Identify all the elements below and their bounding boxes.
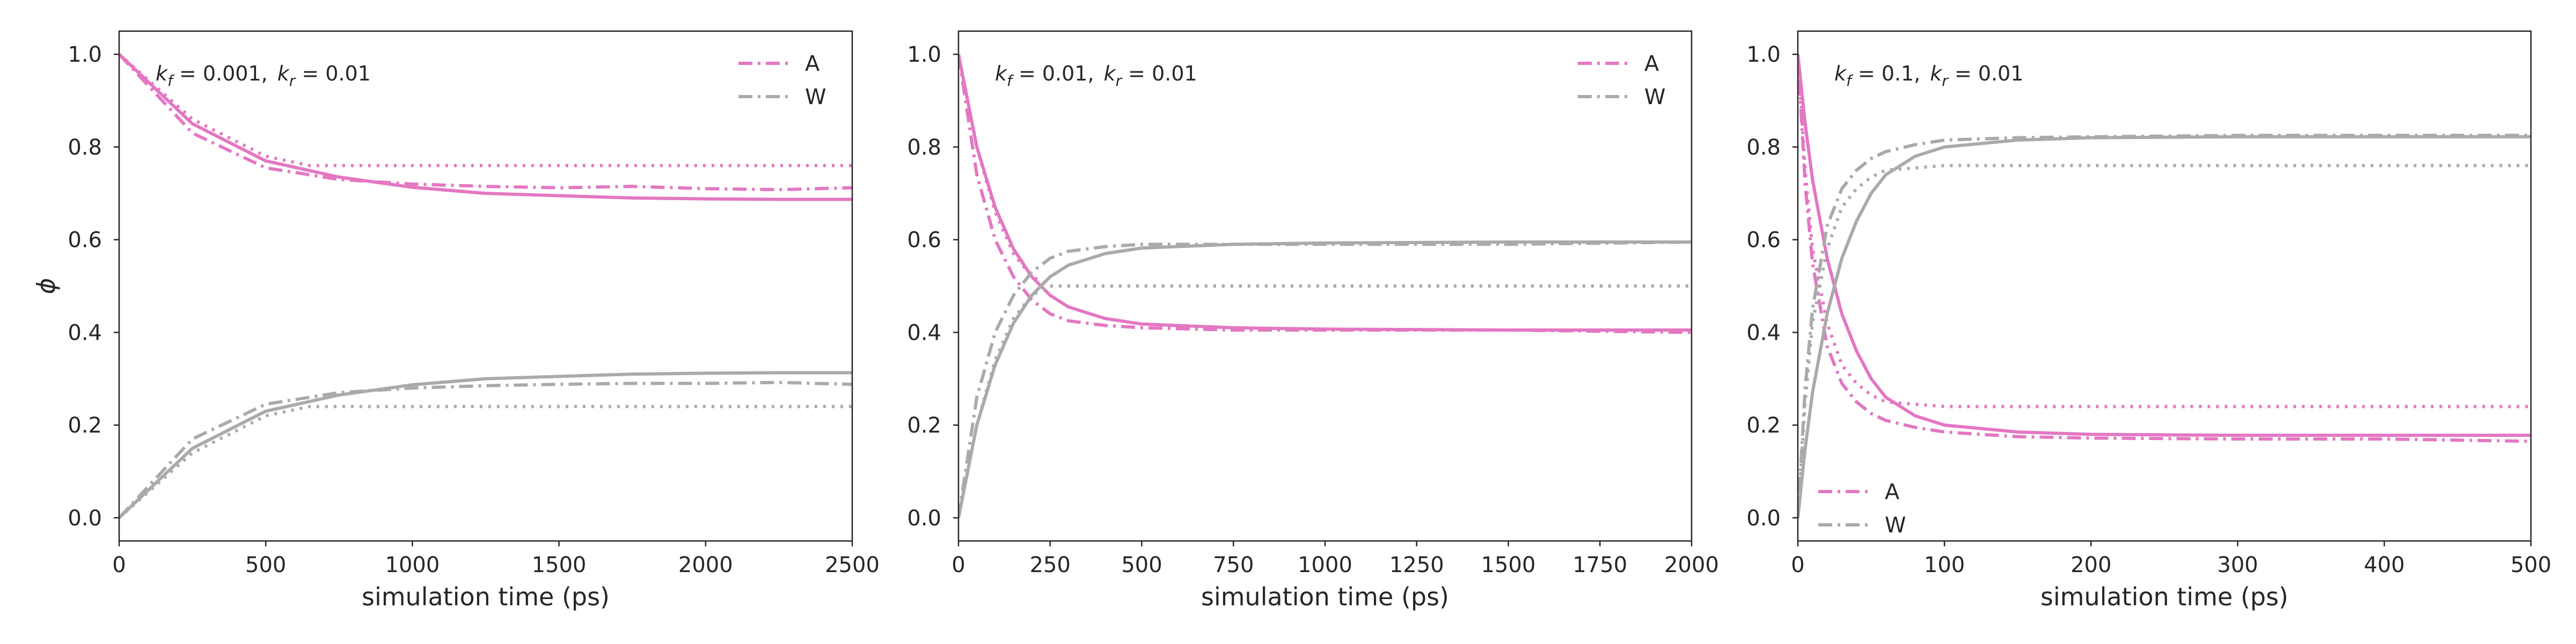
legend-label-w: W	[805, 85, 826, 109]
x-tick-label: 500	[2511, 553, 2551, 577]
annotation-part: = 0.01	[1948, 62, 2024, 85]
x-tick-label: 1500	[532, 553, 587, 577]
legend-label-w: W	[1885, 513, 1906, 538]
y-tick-label: 0.0	[68, 506, 102, 531]
x-tick-label: 1250	[1389, 553, 1444, 577]
annotation-part: r	[1942, 72, 1949, 90]
y-tick-label: 0.2	[68, 413, 102, 438]
y-tick-label: 1.0	[907, 42, 941, 67]
series-line-w-dashdot	[119, 380, 852, 519]
x-tick-label: 2000	[1664, 553, 1719, 577]
series-line-w-dotted	[119, 405, 852, 519]
x-tick-label: 750	[1213, 553, 1254, 577]
y-tick-label: 0.4	[907, 320, 941, 345]
y-tick-label: 0.0	[1746, 506, 1781, 531]
x-tick-label: 1000	[385, 553, 440, 577]
y-tick-label: 1.0	[68, 42, 102, 67]
rate-annotation: kf = 0.001, kr = 0.01	[156, 62, 371, 90]
series-line-w-solid	[1798, 135, 2531, 518]
series-line-a-solid	[119, 53, 852, 201]
series-line-w-dotted	[1798, 164, 2531, 518]
annotation-part: r	[289, 72, 296, 90]
x-axis-label: simulation time (ps)	[362, 582, 610, 611]
panel-3: 0 100 200 300 400 500 0.0 0.2 0.4 0.6 0.8 1.0 simula…	[1746, 30, 2551, 611]
annotation-part: k	[156, 62, 169, 85]
x-tick-label: 0	[1791, 553, 1804, 577]
legend: AW	[1578, 52, 1666, 109]
series-line-a-dotted	[119, 53, 852, 167]
x-tick-label: 200	[2070, 553, 2111, 577]
x-tick-label: 500	[1121, 553, 1162, 577]
plot-frame	[1797, 30, 2532, 542]
x-tick-label: 1500	[1481, 553, 1536, 577]
annotation-part: = 0.01,	[1012, 62, 1094, 85]
annotation-part: = 0.01	[295, 62, 371, 85]
annotation-part: r	[1116, 72, 1123, 90]
legend: AW	[738, 52, 826, 109]
x-tick-label: 2000	[678, 553, 733, 577]
x-tick-label: 2500	[825, 553, 880, 577]
series-line-w-dashdot	[958, 240, 1692, 518]
x-tick-label: 0	[112, 553, 126, 577]
y-tick-label: 0.0	[907, 506, 941, 531]
annotation-part: = 0.01	[1122, 62, 1197, 85]
series-line-w-solid	[958, 240, 1692, 518]
y-tick-label: 1.0	[1746, 42, 1781, 67]
x-tick-label: 1000	[1298, 553, 1352, 577]
legend-label-a: A	[1644, 52, 1659, 76]
annotation-part: = 0.001,	[173, 62, 268, 85]
series-line-a-dashdot	[1798, 54, 2531, 443]
y-tick-label: 0.4	[68, 320, 102, 345]
series-line-a-solid	[1798, 54, 2531, 437]
y-tick-label: 0.8	[68, 135, 102, 160]
y-axis-label: ϕ	[32, 278, 61, 294]
y-tick-label: 0.8	[1746, 135, 1781, 160]
y-tick-label: 0.4	[1746, 320, 1781, 345]
series-group	[958, 54, 1692, 518]
y-tick-label: 0.6	[907, 228, 941, 253]
x-tick-label: 500	[245, 553, 286, 577]
legend-label-a: A	[1885, 480, 1900, 504]
plot-frame	[118, 30, 853, 542]
x-tick-label: 100	[1924, 553, 1965, 577]
x-tick-label: 300	[2217, 553, 2258, 577]
y-tick-label: 0.6	[1746, 228, 1781, 253]
x-axis-label: simulation time (ps)	[1201, 582, 1449, 611]
y-tick-label: 0.2	[907, 413, 941, 438]
annotation-part: k	[1930, 62, 1943, 85]
series-group	[119, 53, 852, 519]
y-tick-label: 0.6	[68, 228, 102, 253]
series-group	[1798, 54, 2531, 518]
annotation-part: k	[995, 62, 1008, 85]
annotation-part: k	[1104, 62, 1117, 85]
rate-annotation: kf = 0.1, kr = 0.01	[1834, 62, 2024, 90]
annotation-part: k	[1834, 62, 1847, 85]
annotation-part: = 0.1,	[1851, 62, 1921, 85]
legend-label-a: A	[805, 52, 820, 76]
y-tick-label: 0.2	[1746, 413, 1781, 438]
series-line-a-dotted	[1798, 54, 2531, 408]
series-line-a-dashdot	[958, 54, 1692, 334]
legend-label-w: W	[1644, 85, 1666, 109]
x-tick-label: 0	[952, 553, 965, 577]
x-tick-label: 250	[1030, 553, 1071, 577]
rate-annotation: kf = 0.01, kr = 0.01	[995, 62, 1197, 90]
panel-1: 0 500 1000 1500 2000 2500 0.0 0.2 0.4 0.6 0.8 1.0 si…	[32, 30, 880, 611]
series-line-w-solid	[119, 371, 852, 519]
series-line-w-dashdot	[1798, 134, 2531, 518]
panel-2: 0 250 500 750 1000 1250 1500 1750 2000 0.0 0.2 0.4 0…	[907, 30, 1719, 611]
annotation-part: k	[277, 62, 290, 85]
legend: AW	[1818, 480, 1906, 538]
x-tick-label: 1750	[1572, 553, 1627, 577]
y-tick-label: 0.8	[907, 135, 941, 160]
x-axis-label: simulation time (ps)	[2040, 582, 2288, 611]
x-tick-label: 400	[2364, 553, 2405, 577]
